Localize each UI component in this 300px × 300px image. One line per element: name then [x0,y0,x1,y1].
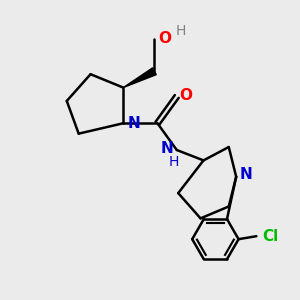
Text: O: O [158,31,171,46]
Text: N: N [240,167,253,182]
Text: O: O [179,88,192,103]
Text: N: N [160,141,173,156]
Text: H: H [169,155,179,170]
Text: H: H [176,24,186,38]
Text: N: N [128,116,140,131]
Polygon shape [123,68,156,88]
Text: Cl: Cl [262,229,279,244]
